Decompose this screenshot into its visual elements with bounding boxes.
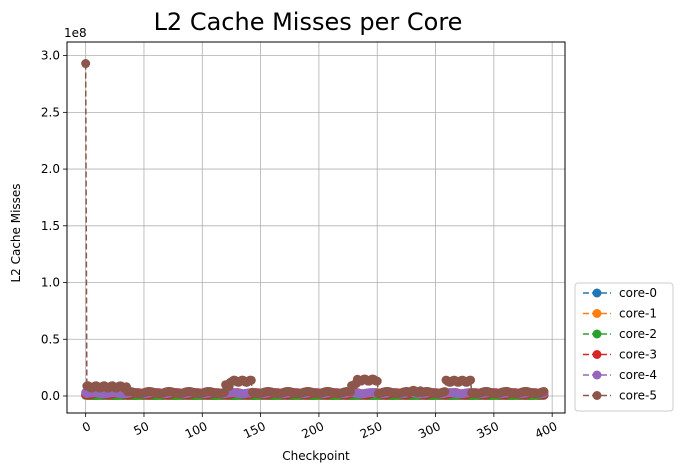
x-axis: 0 50 100 150 200 250 300 350 400 bbox=[80, 413, 559, 441]
y-offset-label: 1e8 bbox=[64, 26, 87, 40]
legend-marker bbox=[592, 329, 602, 339]
chart-title: L2 Cache Misses per Core bbox=[154, 8, 463, 36]
legend-marker bbox=[592, 288, 602, 298]
series-core-5 bbox=[81, 59, 549, 399]
data-point bbox=[440, 387, 450, 397]
legend-item-core-3: core-3 bbox=[583, 348, 657, 362]
legend-item-core-4: core-4 bbox=[583, 368, 657, 382]
legend-label: core-5 bbox=[619, 389, 657, 403]
series-line bbox=[84, 63, 545, 395]
legend-label: core-3 bbox=[619, 348, 657, 362]
x-tick-label: 150 bbox=[241, 419, 268, 441]
y-tick-label: 1.5 bbox=[41, 219, 60, 233]
data-point bbox=[539, 387, 549, 397]
y-tick-label: 0.5 bbox=[41, 332, 60, 346]
y-tick-label: 0.0 bbox=[41, 389, 60, 403]
legend-label: core-1 bbox=[619, 307, 657, 321]
x-tick-label: 50 bbox=[131, 419, 151, 438]
legend-label: core-2 bbox=[619, 327, 657, 341]
x-tick-label: 400 bbox=[533, 419, 560, 441]
series-layer bbox=[81, 59, 549, 401]
legend-item-core-1: core-1 bbox=[583, 307, 657, 321]
legend-marker bbox=[592, 370, 602, 380]
legend-label: core-0 bbox=[619, 286, 657, 300]
legend-item-core-0: core-0 bbox=[583, 286, 657, 300]
y-tick-label: 2.0 bbox=[41, 162, 60, 176]
x-tick-label: 0 bbox=[80, 419, 93, 435]
y-axis-title: L2 Cache Misses bbox=[9, 183, 23, 282]
x-tick-label: 200 bbox=[300, 419, 327, 441]
plot-frame bbox=[66, 41, 566, 414]
x-tick-label: 300 bbox=[416, 419, 443, 441]
x-tick-label: 100 bbox=[183, 419, 210, 441]
grid bbox=[67, 42, 565, 413]
legend-marker bbox=[592, 350, 602, 359]
legend: core-0 core-1 core-2 core-3 core-4 core-5 bbox=[574, 282, 674, 412]
legend-item-core-5: core-5 bbox=[583, 389, 657, 403]
legend-marker bbox=[592, 309, 602, 318]
data-point bbox=[466, 375, 476, 385]
data-point bbox=[246, 375, 256, 385]
x-tick-label: 350 bbox=[474, 419, 501, 441]
legend-marker bbox=[592, 391, 602, 400]
x-tick-label: 250 bbox=[358, 419, 385, 441]
y-tick-label: 3.0 bbox=[41, 49, 60, 63]
y-tick-label: 1.0 bbox=[41, 276, 60, 290]
legend-item-core-2: core-2 bbox=[583, 327, 657, 341]
y-tick-label: 2.5 bbox=[41, 105, 60, 119]
x-axis-title: Checkpoint bbox=[282, 449, 350, 463]
data-point bbox=[372, 376, 382, 386]
legend-label: core-4 bbox=[619, 368, 657, 382]
y-axis: 0.0 0.5 1.0 1.5 2.0 2.5 3.0 bbox=[41, 49, 67, 403]
data-point bbox=[81, 59, 91, 69]
